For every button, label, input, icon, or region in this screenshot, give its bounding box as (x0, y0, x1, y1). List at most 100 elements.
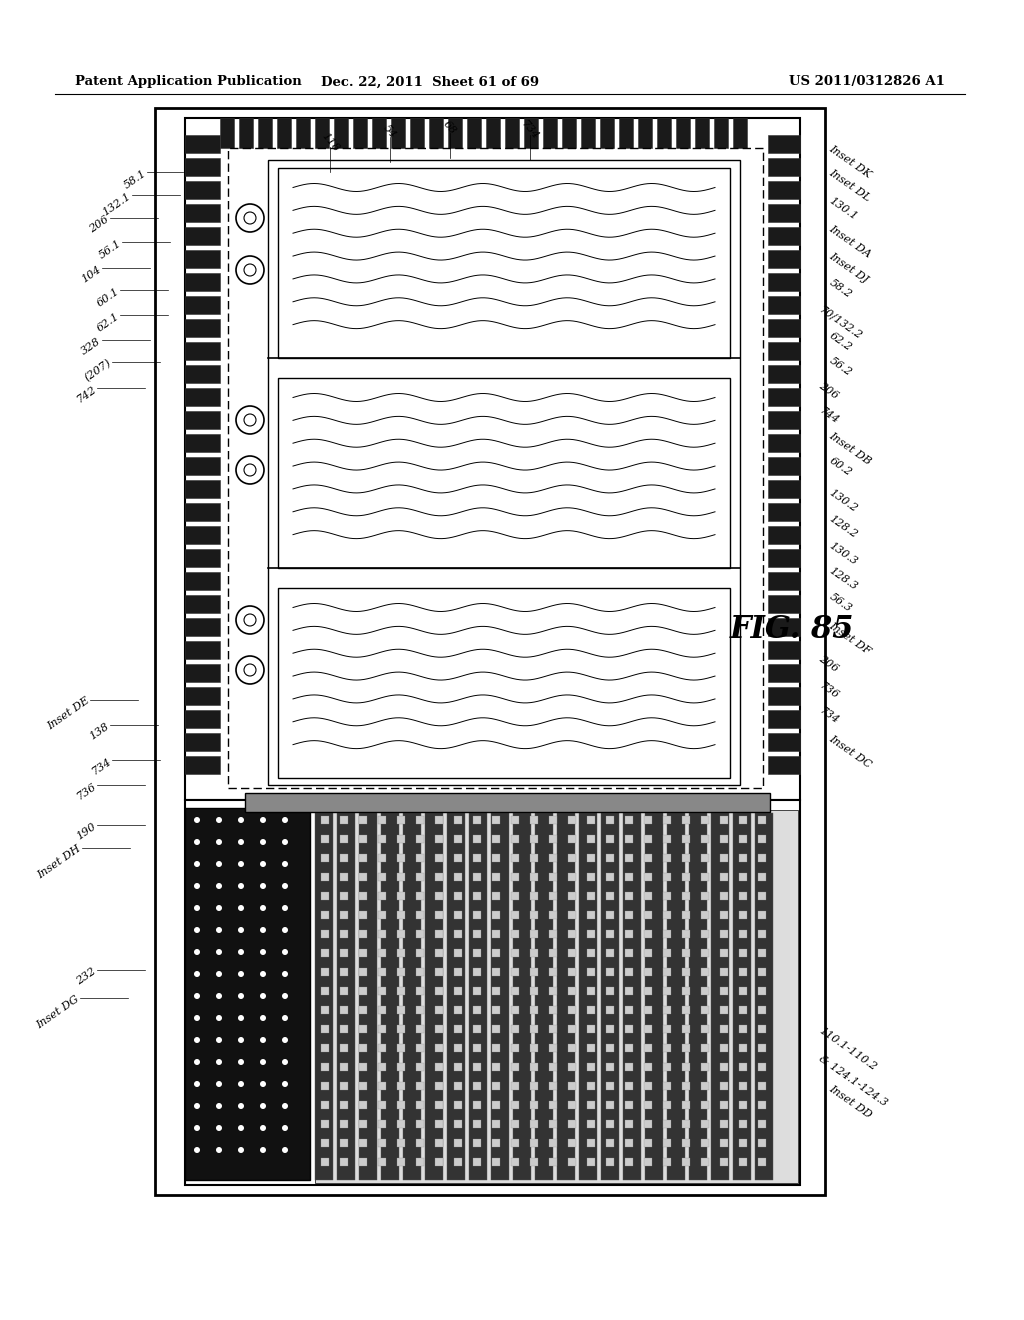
Bar (543, 117, 557, 148)
Bar (397, 1063, 406, 1071)
Bar (644, 816, 652, 824)
Bar (606, 1063, 614, 1071)
Bar (625, 1139, 633, 1147)
Bar (663, 911, 671, 919)
Bar (492, 911, 500, 919)
Bar (739, 1119, 746, 1129)
Bar (549, 816, 557, 824)
Bar (185, 366, 220, 383)
Circle shape (282, 1081, 288, 1086)
Bar (549, 1063, 557, 1071)
Bar (644, 892, 652, 900)
Bar (397, 816, 406, 824)
Bar (340, 873, 348, 880)
Bar (492, 1082, 500, 1090)
Bar (359, 854, 367, 862)
Bar (492, 1006, 500, 1014)
Circle shape (216, 817, 222, 822)
Bar (435, 836, 443, 843)
Bar (768, 756, 800, 774)
Circle shape (282, 817, 288, 822)
Bar (768, 158, 800, 176)
Circle shape (238, 927, 244, 933)
Bar (568, 1082, 575, 1090)
Circle shape (238, 1038, 244, 1043)
Bar (587, 931, 595, 939)
Bar (682, 854, 690, 862)
Text: 130.1: 130.1 (827, 195, 859, 223)
Bar (397, 1158, 406, 1166)
Bar (397, 968, 406, 975)
Bar (720, 1026, 728, 1034)
Bar (768, 710, 800, 729)
Bar (511, 816, 519, 824)
Bar (663, 854, 671, 862)
Bar (278, 168, 730, 358)
Circle shape (282, 1147, 288, 1152)
Text: Inset DD: Inset DD (827, 1084, 873, 1121)
Bar (321, 1119, 329, 1129)
Bar (359, 813, 377, 1180)
Bar (720, 1082, 728, 1090)
Bar (625, 1101, 633, 1109)
Bar (739, 1026, 746, 1034)
Bar (644, 1082, 652, 1090)
Bar (644, 949, 652, 957)
Bar (606, 816, 614, 824)
Bar (739, 1101, 746, 1109)
Bar (435, 1044, 443, 1052)
Bar (185, 710, 220, 729)
Bar (378, 1101, 386, 1109)
Bar (701, 987, 709, 995)
Bar (682, 968, 690, 975)
Bar (663, 968, 671, 975)
Bar (568, 1006, 575, 1014)
Bar (549, 836, 557, 843)
Circle shape (282, 993, 288, 999)
Bar (397, 892, 406, 900)
Circle shape (238, 883, 244, 888)
Bar (511, 911, 519, 919)
Bar (587, 1006, 595, 1014)
Bar (682, 1158, 690, 1166)
Bar (473, 949, 481, 957)
Bar (739, 911, 746, 919)
Bar (378, 968, 386, 975)
Circle shape (282, 927, 288, 933)
Bar (758, 987, 766, 995)
Text: Inset DJ: Inset DJ (827, 251, 870, 285)
Circle shape (260, 927, 266, 933)
Bar (768, 480, 800, 498)
Bar (645, 813, 663, 1180)
Circle shape (216, 861, 222, 867)
Bar (340, 1026, 348, 1034)
Bar (644, 854, 652, 862)
Bar (568, 1063, 575, 1071)
Bar (663, 1006, 671, 1014)
Text: & 124.1-124.3: & 124.1-124.3 (817, 1053, 889, 1109)
Bar (587, 1158, 595, 1166)
Bar (245, 793, 770, 812)
Bar (606, 1158, 614, 1166)
Bar (600, 117, 614, 148)
Circle shape (216, 906, 222, 911)
Bar (587, 854, 595, 862)
Circle shape (238, 1059, 244, 1065)
Bar (492, 816, 500, 824)
Bar (530, 854, 538, 862)
Bar (625, 816, 633, 824)
Circle shape (260, 972, 266, 977)
Text: Inset DB: Inset DB (827, 430, 872, 467)
Circle shape (282, 1059, 288, 1065)
Bar (378, 1063, 386, 1071)
Bar (568, 968, 575, 975)
Bar (768, 342, 800, 360)
Bar (739, 854, 746, 862)
Bar (549, 1082, 557, 1090)
Circle shape (194, 1125, 200, 1131)
Bar (689, 813, 707, 1180)
Circle shape (260, 840, 266, 845)
Bar (663, 892, 671, 900)
Bar (663, 1101, 671, 1109)
Bar (644, 1026, 652, 1034)
